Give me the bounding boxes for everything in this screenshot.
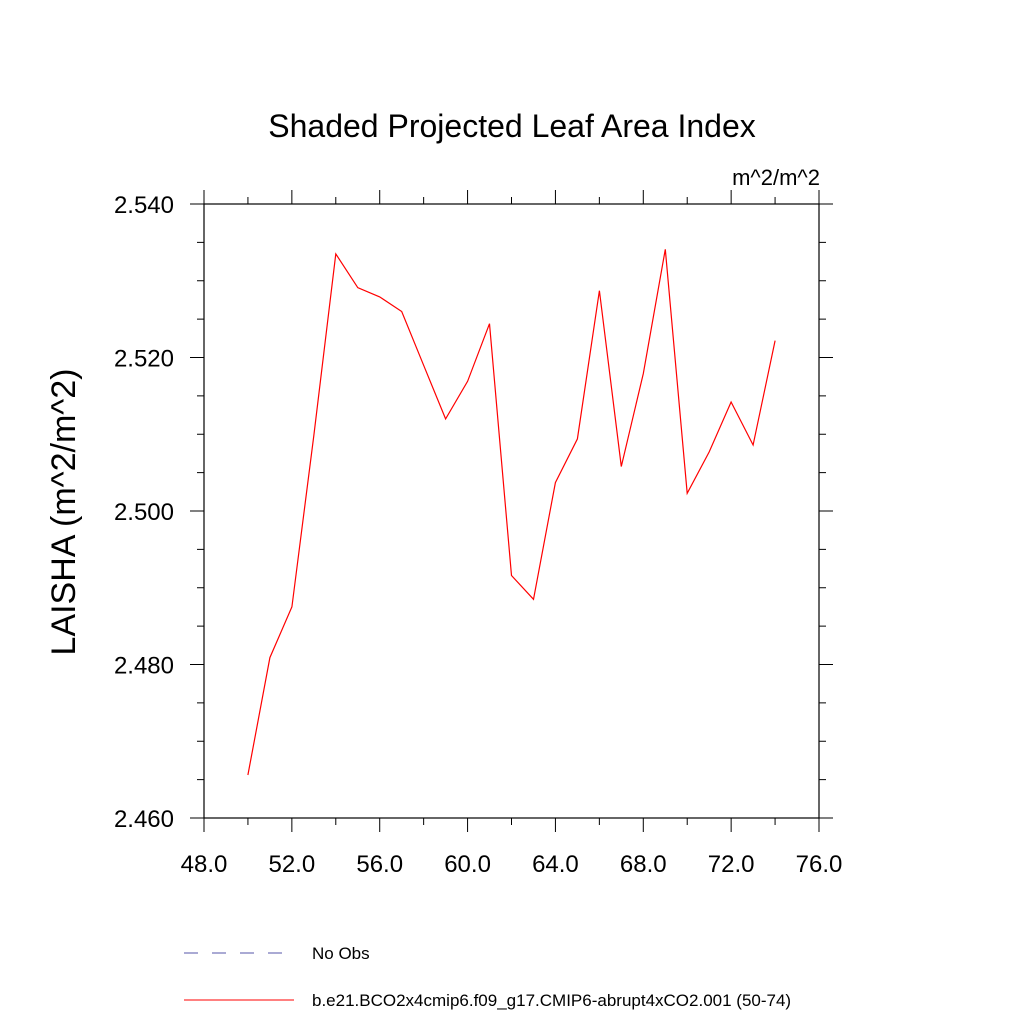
x-tick-label: 68.0 (620, 851, 667, 878)
series (247, 249, 776, 776)
legend-label-series: b.e21.BCO2x4cmip6.f09_g17.CMIP6-abrupt4x… (312, 991, 791, 1010)
y-tick-label: 2.520 (114, 346, 174, 373)
y-tick-label: 2.500 (114, 499, 174, 526)
x-tick-label: 60.0 (444, 851, 491, 878)
series-line (247, 249, 776, 776)
y-tick-label: 2.540 (114, 192, 174, 219)
x-tick-labels: 48.0 52.0 56.0 60.0 64.0 68.0 72.0 76.0 (181, 851, 843, 878)
units-label: m^2/m^2 (732, 165, 820, 190)
x-tick-label: 76.0 (796, 851, 843, 878)
x-tick-label: 72.0 (708, 851, 755, 878)
y-tick-label: 2.480 (114, 653, 174, 680)
x-tick-label: 56.0 (356, 851, 403, 878)
y-tick-labels: 2.460 2.480 2.500 2.520 2.540 (114, 192, 174, 833)
x-tick-label: 48.0 (181, 851, 228, 878)
legend: No Obs b.e21.BCO2x4cmip6.f09_g17.CMIP6-a… (184, 944, 791, 1010)
chart-title: Shaded Projected Leaf Area Index (268, 108, 755, 144)
legend-label-no-obs: No Obs (312, 944, 370, 963)
y-axis-label: LAISHA (m^2/m^2) (45, 369, 83, 656)
x-tick-label: 52.0 (268, 851, 315, 878)
ticks (190, 190, 833, 832)
plot-frame (203, 203, 820, 819)
x-tick-label: 64.0 (532, 851, 579, 878)
y-tick-label: 2.460 (114, 806, 174, 833)
